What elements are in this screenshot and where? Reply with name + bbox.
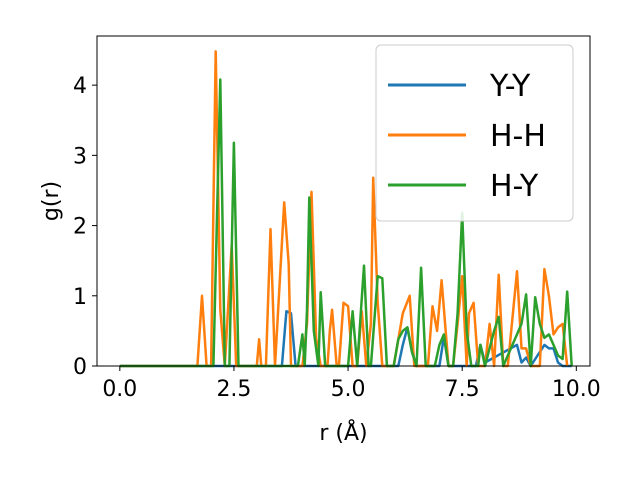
x-tick-label: 0.0 (102, 377, 137, 402)
x-axis-label: r (Å) (319, 419, 367, 446)
y-axis-label: g(r) (39, 181, 64, 221)
legend: Y-Y H-H H-Y (375, 44, 574, 222)
legend-label-h-y: H-Y (490, 169, 539, 204)
series-line-h-y (119, 78, 573, 368)
y-tick-label: 4 (73, 74, 87, 99)
x-tick-label: 5.0 (331, 377, 366, 402)
x-tick-label: 2.5 (216, 377, 251, 402)
plot-area: 0.0 2.5 5.0 7.5 10.0 0 1 2 3 4 (73, 35, 601, 402)
y-tick-label: 2 (73, 215, 87, 240)
legend-box (375, 44, 574, 222)
y-tick-label: 1 (73, 285, 87, 310)
y-tick-label: 0 (73, 355, 87, 380)
x-tick-label: 7.5 (445, 377, 480, 402)
axes-frame (96, 35, 591, 367)
legend-label-h-h: H-H (490, 119, 546, 154)
x-tick-label: 10.0 (552, 377, 601, 402)
y-tick-label: 3 (73, 144, 87, 169)
y-axis: 0 1 2 3 4 (73, 74, 97, 380)
x-axis: 0.0 2.5 5.0 7.5 10.0 (102, 366, 601, 402)
legend-label-y-y: Y-Y (489, 69, 531, 104)
